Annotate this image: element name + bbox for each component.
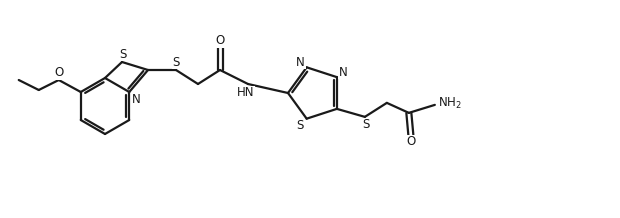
Text: O: O bbox=[215, 34, 224, 48]
Text: O: O bbox=[54, 66, 63, 80]
Text: S: S bbox=[119, 48, 126, 61]
Text: N: N bbox=[296, 56, 305, 69]
Text: S: S bbox=[296, 119, 303, 132]
Text: NH$_2$: NH$_2$ bbox=[438, 96, 462, 111]
Text: HN: HN bbox=[237, 87, 255, 99]
Text: S: S bbox=[362, 118, 370, 131]
Text: N: N bbox=[339, 66, 347, 79]
Text: S: S bbox=[172, 56, 180, 68]
Text: O: O bbox=[406, 135, 415, 148]
Text: N: N bbox=[132, 94, 141, 107]
